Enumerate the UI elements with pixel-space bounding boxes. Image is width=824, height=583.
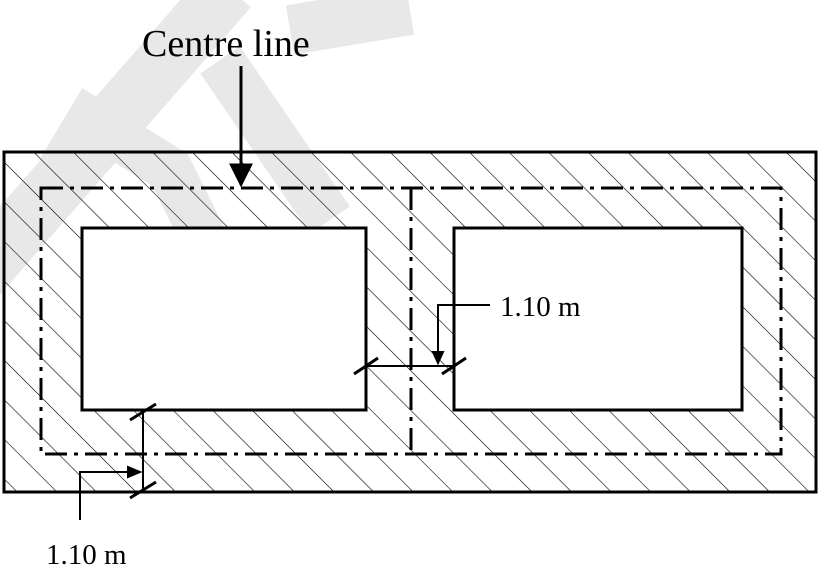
inner-wall-dimension <box>353 304 490 376</box>
right-opening <box>452 226 744 412</box>
outer-dimension-label: 1.10 m <box>46 539 127 571</box>
left-opening <box>80 226 368 412</box>
inner-dimension-label: 1.10 m <box>500 291 581 323</box>
centre-line <box>39 186 783 456</box>
outer-wall-dimension <box>79 402 157 520</box>
centre-line-label: Centre line <box>142 23 310 65</box>
